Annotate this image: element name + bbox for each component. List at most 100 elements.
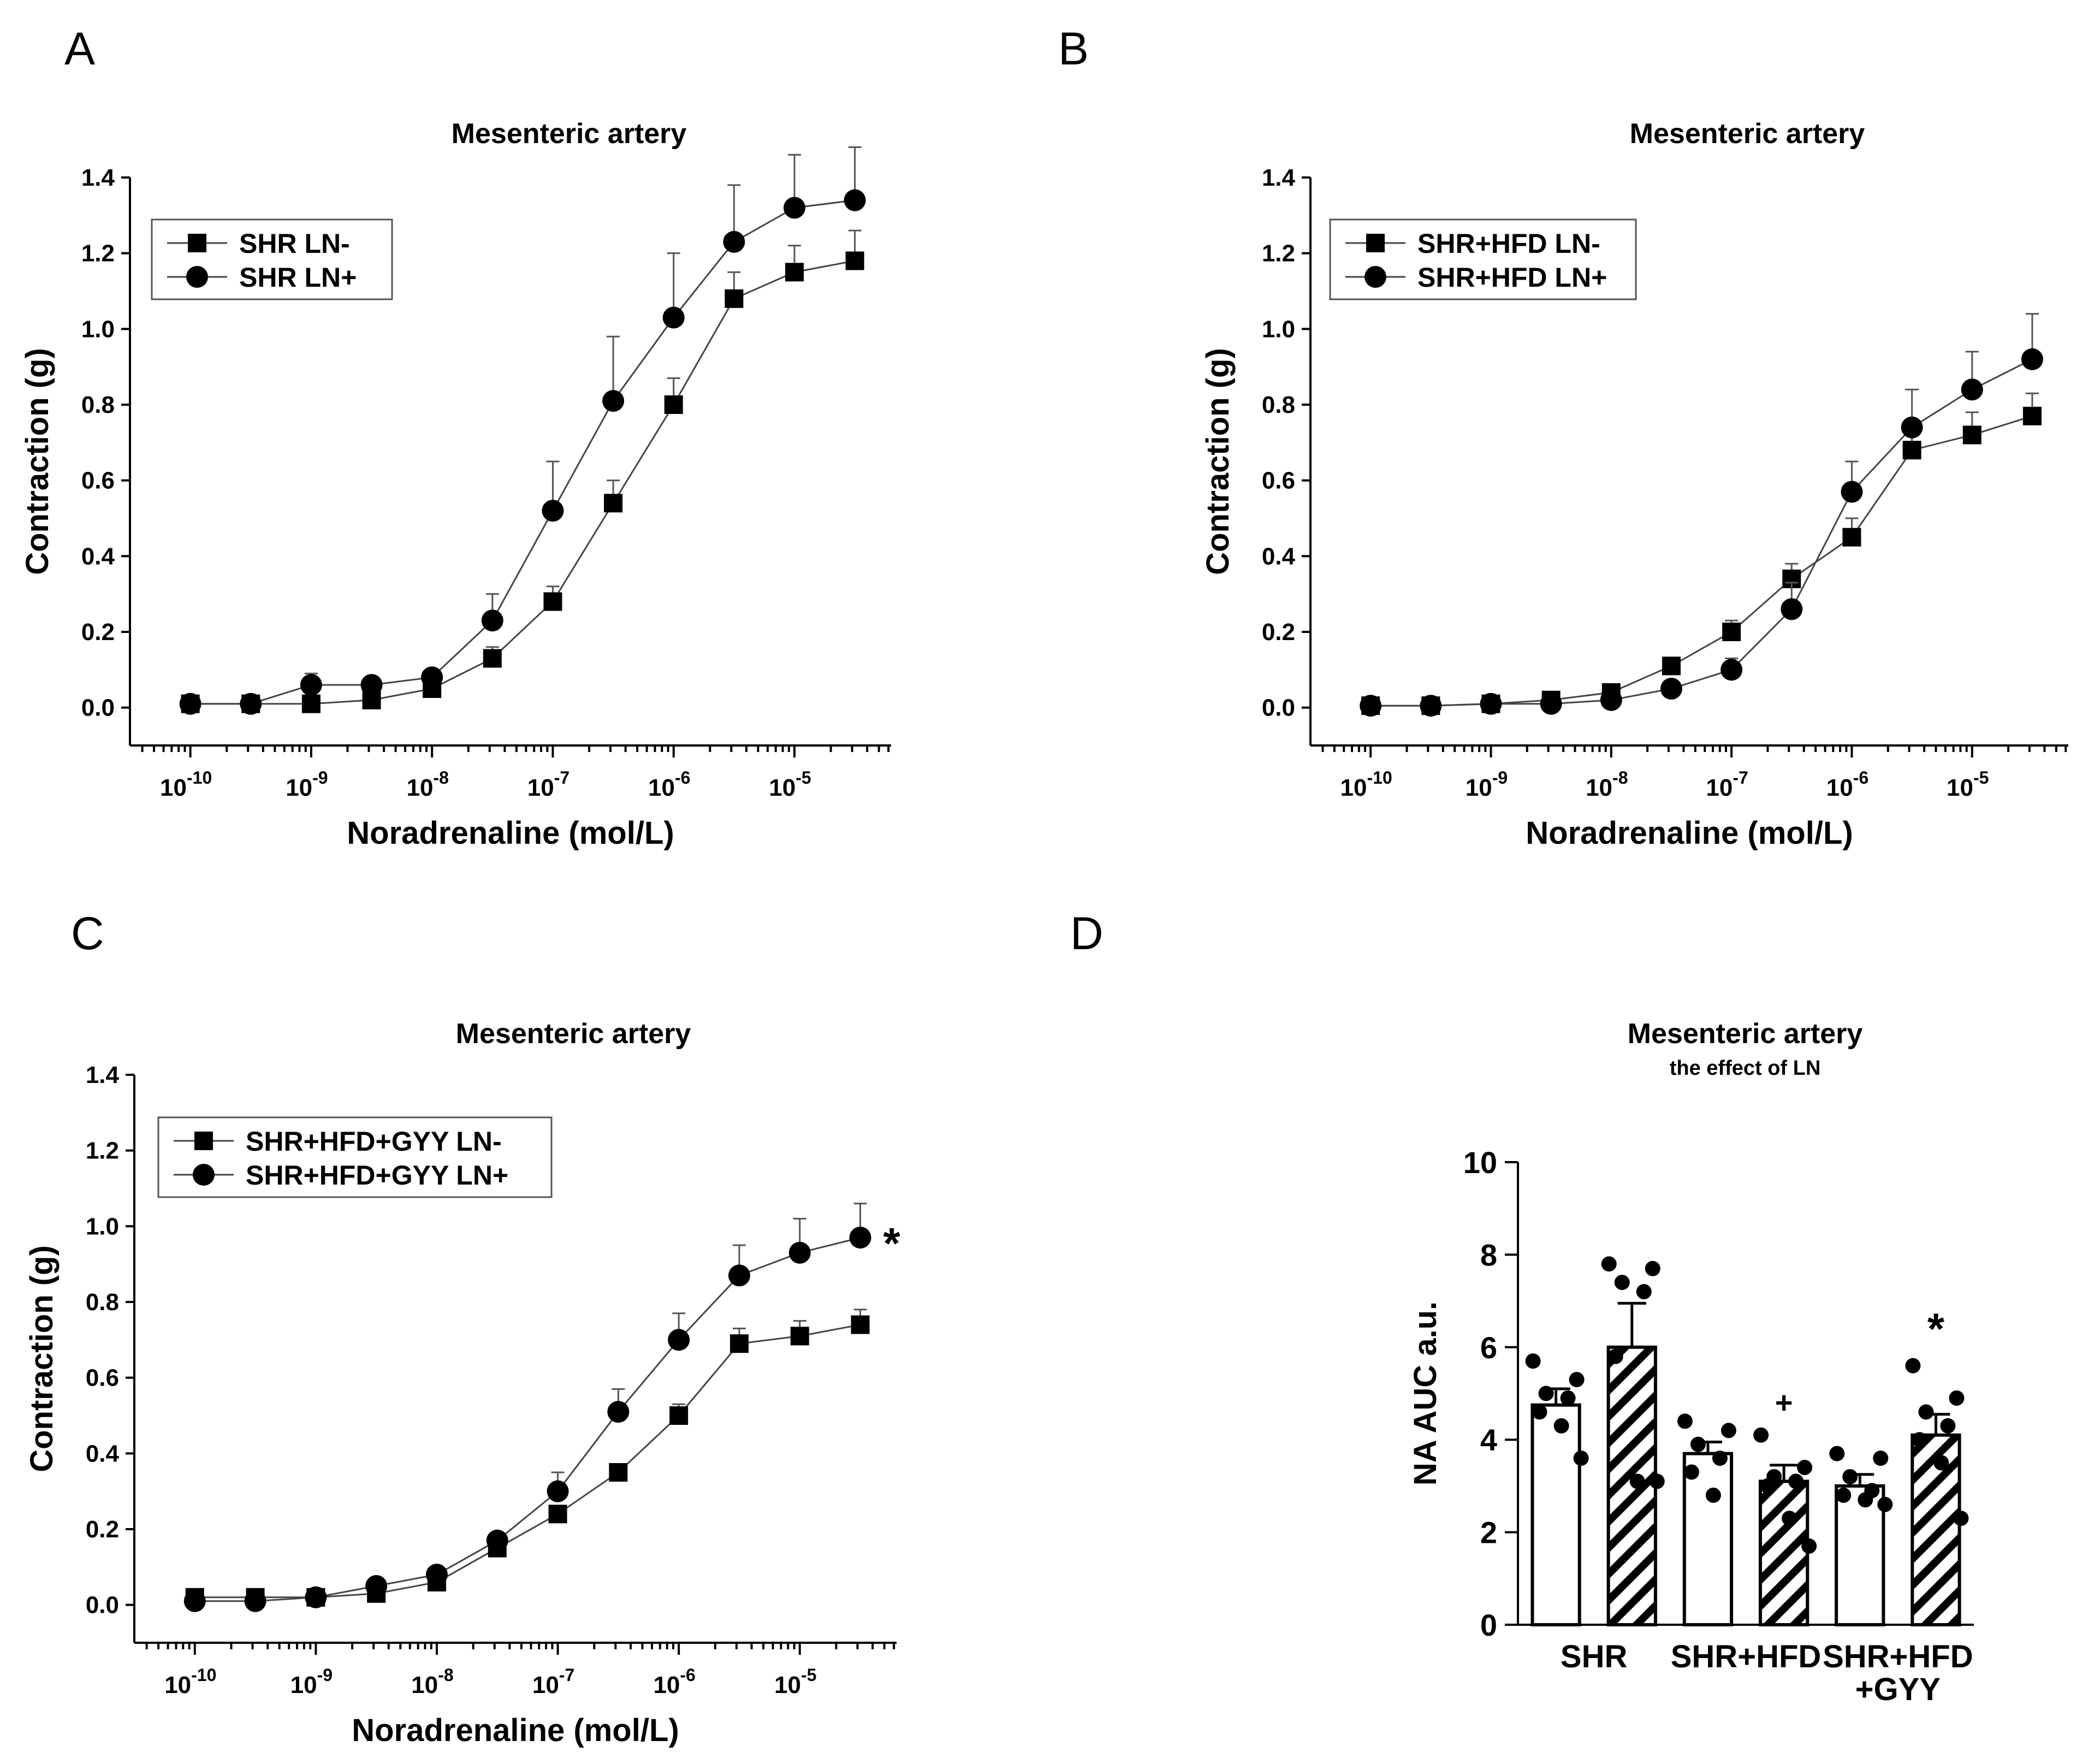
x-axis-label: Noradrenaline (mol/L)	[1526, 815, 1853, 851]
data-point	[1532, 1404, 1547, 1420]
chart-title: Mesenteric artery	[452, 118, 687, 150]
panel-a: A Mesenteric artery 0.0 0.2 0.4 0.6 0.8 1.0 1.2 1…	[20, 23, 891, 851]
chart-title: Mesenteric artery	[1628, 1018, 1863, 1050]
series-square	[181, 229, 864, 713]
x-tick-base: 10	[653, 1672, 680, 1698]
x-tick-label: 10-6	[653, 1665, 695, 1698]
y-tick-label: 0.4	[86, 1440, 120, 1467]
legend: SHR LN-SHR LN+	[151, 218, 393, 300]
circle-marker	[1841, 481, 1863, 503]
panel-letter-d: D	[1070, 908, 1104, 959]
y-tick-label: 8	[1480, 1238, 1497, 1272]
bar-shr-hfd-gyy-ln-plus: *	[1905, 1305, 1969, 1626]
circle-marker	[300, 674, 322, 696]
legend-circle-marker	[193, 1164, 215, 1186]
x-tick-exponent: -10	[1367, 768, 1392, 788]
legend-circle-marker	[186, 266, 208, 288]
bar	[1835, 1484, 1885, 1626]
x-axis-label: Noradrenaline (mol/L)	[347, 815, 674, 851]
y-tick-label: 0.2	[86, 1516, 119, 1543]
x-tick-base: 10	[1706, 774, 1733, 801]
data-point	[1690, 1436, 1706, 1452]
legend-square-marker	[1366, 234, 1385, 252]
square-marker	[1662, 656, 1681, 676]
x-tick-base: 10	[1947, 774, 1973, 801]
x-tick-base: 10	[290, 1672, 317, 1698]
chart-subtitle: the effect of LN	[1670, 1057, 1821, 1080]
y-axis-label: Contraction (g)	[24, 1245, 60, 1472]
bar	[1530, 1403, 1581, 1627]
legend: SHR+HFD LN-SHR+HFD LN+	[1329, 218, 1637, 300]
x-tick-base: 10	[1466, 774, 1492, 801]
legend-label: SHR LN+	[239, 262, 357, 293]
x-tick-base: 10	[286, 774, 312, 801]
panel-c: C Mesenteric artery 0.0 0.2 0.4 0.6 0.8 1.0 1.2 1…	[24, 908, 901, 1748]
data-point	[1842, 1469, 1858, 1484]
chart-title: Mesenteric artery	[456, 1018, 691, 1050]
x-tick-exponent: -9	[312, 768, 328, 788]
x-tick-exponent: -9	[317, 1665, 333, 1685]
group-label: SHR+HFD	[1671, 1639, 1822, 1674]
x-tick-label: 10-6	[648, 768, 690, 801]
y-tick-label: 0.0	[86, 1592, 119, 1619]
panel-b: B Mesenteric artery 0.0 0.2 0.4 0.6 0.8 1.0 1.2 1…	[1058, 23, 2068, 851]
square-marker	[301, 694, 321, 713]
circle-marker	[783, 197, 805, 219]
x-tick-exponent: -5	[796, 768, 811, 788]
series-line	[1371, 358, 2033, 707]
bar-shr-hfd-ln-minus	[1677, 1413, 1736, 1627]
x-tick-label: 10-8	[406, 768, 448, 801]
circle-marker	[728, 1264, 750, 1287]
x-tick-label: 10-8	[411, 1665, 453, 1698]
data-point	[1912, 1432, 1927, 1448]
y-tick-label: 1.4	[86, 1062, 120, 1088]
x-tick-label: 10-7	[532, 1665, 574, 1698]
square-marker	[1962, 425, 1982, 445]
bar-shr-hfd-ln-plus: +	[1753, 1386, 1817, 1626]
x-tick-label: 10-7	[527, 768, 570, 801]
y-tick-label: 0.6	[86, 1365, 119, 1392]
chart-title: Mesenteric artery	[1630, 118, 1865, 150]
circle-marker	[1961, 378, 1983, 401]
square-marker	[729, 1334, 749, 1353]
series-line	[194, 1324, 861, 1599]
square-marker	[669, 1406, 689, 1425]
data-point	[1782, 1511, 1798, 1526]
legend-label: SHR+HFD LN-	[1417, 228, 1600, 259]
x-tick-exponent: -6	[1853, 768, 1868, 788]
data-point	[1933, 1455, 1949, 1471]
series-circle	[1360, 313, 2043, 717]
circle-marker	[844, 189, 866, 211]
data-point	[1553, 1418, 1569, 1434]
y-tick-label: 4	[1480, 1423, 1497, 1457]
data-point	[1645, 1260, 1660, 1276]
circle-marker	[1660, 678, 1682, 700]
data-point	[1636, 1284, 1652, 1300]
significance-marker: *	[883, 1219, 901, 1268]
x-tick-exponent: -7	[554, 768, 570, 788]
circle-marker	[547, 1480, 569, 1502]
data-point	[1829, 1446, 1845, 1461]
data-point	[1760, 1478, 1776, 1494]
circle-marker	[1781, 598, 1803, 620]
y-tick-label: 1.2	[86, 1138, 119, 1164]
square-marker	[548, 1505, 567, 1524]
group-label: +GYY	[1855, 1672, 1941, 1707]
significance-marker: +	[1775, 1386, 1793, 1420]
x-tick-base: 10	[1586, 774, 1612, 801]
series-line	[190, 260, 855, 705]
y-tick-label: 1.0	[1262, 316, 1295, 342]
x-tick-base: 10	[774, 1672, 801, 1698]
data-point	[1538, 1386, 1554, 1401]
x-tick-exponent: -8	[438, 1665, 453, 1685]
group-label: SHR+HFD	[1823, 1639, 1973, 1674]
square-marker	[1902, 441, 1921, 460]
data-point	[1525, 1353, 1541, 1369]
x-tick-label: 10-10	[164, 1665, 216, 1698]
group-label: SHR	[1561, 1639, 1627, 1674]
x-tick-base: 10	[532, 1672, 559, 1698]
x-tick-base: 10	[406, 774, 433, 801]
circle-marker	[1901, 416, 1923, 439]
y-tick-label: 0.8	[81, 392, 115, 418]
circle-marker	[481, 609, 503, 632]
